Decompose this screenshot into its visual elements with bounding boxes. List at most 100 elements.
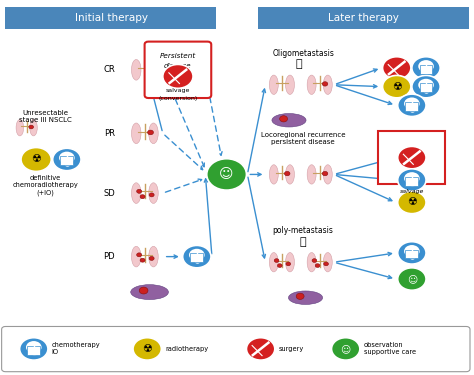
Circle shape xyxy=(398,242,426,264)
Circle shape xyxy=(26,341,42,353)
Circle shape xyxy=(19,338,48,360)
Circle shape xyxy=(133,338,161,360)
Circle shape xyxy=(322,171,328,176)
Text: Unresectable
stage III NSCLC: Unresectable stage III NSCLC xyxy=(19,110,72,123)
Circle shape xyxy=(147,130,154,135)
Text: Oligometastasis: Oligometastasis xyxy=(272,48,334,57)
FancyBboxPatch shape xyxy=(1,327,470,372)
Ellipse shape xyxy=(323,75,332,94)
FancyBboxPatch shape xyxy=(191,253,203,262)
Ellipse shape xyxy=(323,165,332,184)
Circle shape xyxy=(312,259,317,262)
Ellipse shape xyxy=(30,120,37,136)
Text: poly-metastasis: poly-metastasis xyxy=(273,226,334,235)
Circle shape xyxy=(412,75,440,98)
Text: Locoregional recurrence
persistent disease: Locoregional recurrence persistent disea… xyxy=(261,132,346,146)
Text: ☺: ☺ xyxy=(407,274,417,284)
Text: ☺: ☺ xyxy=(219,167,234,182)
Circle shape xyxy=(163,64,193,88)
Ellipse shape xyxy=(131,285,168,300)
Circle shape xyxy=(398,169,426,191)
Ellipse shape xyxy=(131,123,141,144)
FancyBboxPatch shape xyxy=(61,156,73,165)
Text: chemotherapy
IO: chemotherapy IO xyxy=(52,342,100,355)
Circle shape xyxy=(59,152,75,164)
Ellipse shape xyxy=(149,60,158,80)
Text: disease: disease xyxy=(164,63,192,69)
Text: definitive
chemoradiotherapy
(+IO): definitive chemoradiotherapy (+IO) xyxy=(13,176,79,196)
Text: salvage: salvage xyxy=(400,189,424,194)
Circle shape xyxy=(277,264,282,267)
Text: 🍦: 🍦 xyxy=(300,237,307,247)
Text: ☢: ☢ xyxy=(392,82,402,92)
Ellipse shape xyxy=(149,123,158,144)
FancyBboxPatch shape xyxy=(419,83,432,92)
Circle shape xyxy=(398,94,426,117)
Circle shape xyxy=(140,195,145,199)
Ellipse shape xyxy=(149,246,158,267)
Circle shape xyxy=(383,75,411,98)
Text: SD: SD xyxy=(103,189,115,198)
Text: PR: PR xyxy=(104,129,115,138)
FancyBboxPatch shape xyxy=(258,7,469,29)
Ellipse shape xyxy=(269,252,278,272)
Circle shape xyxy=(274,259,279,262)
Circle shape xyxy=(137,253,142,257)
Text: surgery: surgery xyxy=(279,346,304,352)
Ellipse shape xyxy=(269,165,278,184)
Circle shape xyxy=(331,338,360,360)
Circle shape xyxy=(418,79,434,91)
Text: (conversion): (conversion) xyxy=(158,96,198,100)
FancyBboxPatch shape xyxy=(378,131,446,184)
Text: PD: PD xyxy=(104,252,115,261)
Circle shape xyxy=(149,256,154,260)
Circle shape xyxy=(284,171,290,176)
Circle shape xyxy=(322,82,328,86)
Circle shape xyxy=(21,147,51,171)
Circle shape xyxy=(286,262,291,266)
Text: ☢: ☢ xyxy=(31,154,41,165)
Ellipse shape xyxy=(149,183,158,203)
Text: ☺: ☺ xyxy=(341,344,351,354)
Ellipse shape xyxy=(285,75,294,94)
Ellipse shape xyxy=(285,165,294,184)
Circle shape xyxy=(398,146,426,169)
Circle shape xyxy=(189,249,205,261)
Ellipse shape xyxy=(131,60,141,80)
Ellipse shape xyxy=(131,183,141,203)
Text: observation
supportive care: observation supportive care xyxy=(364,342,416,355)
Circle shape xyxy=(140,258,145,262)
FancyBboxPatch shape xyxy=(405,177,418,186)
Circle shape xyxy=(296,293,304,299)
Circle shape xyxy=(404,98,419,110)
Circle shape xyxy=(412,57,440,79)
FancyBboxPatch shape xyxy=(145,42,211,98)
Circle shape xyxy=(149,193,154,197)
Circle shape xyxy=(398,191,426,214)
Ellipse shape xyxy=(307,165,316,184)
Circle shape xyxy=(137,189,142,193)
Ellipse shape xyxy=(269,75,278,94)
Circle shape xyxy=(383,57,411,79)
Text: CR: CR xyxy=(103,65,115,74)
FancyBboxPatch shape xyxy=(405,249,418,258)
Circle shape xyxy=(29,125,34,129)
FancyBboxPatch shape xyxy=(405,102,418,111)
Ellipse shape xyxy=(131,246,141,267)
Circle shape xyxy=(418,60,434,72)
Circle shape xyxy=(139,287,148,294)
Circle shape xyxy=(315,264,320,267)
Ellipse shape xyxy=(307,252,316,272)
Circle shape xyxy=(53,148,81,171)
Ellipse shape xyxy=(16,120,24,136)
Circle shape xyxy=(398,268,426,290)
Ellipse shape xyxy=(285,252,294,272)
Ellipse shape xyxy=(323,252,332,272)
Circle shape xyxy=(182,245,211,268)
FancyBboxPatch shape xyxy=(419,64,432,74)
Text: radiotherapy: radiotherapy xyxy=(165,346,208,352)
Circle shape xyxy=(280,116,288,122)
Text: Later therapy: Later therapy xyxy=(328,13,399,23)
Circle shape xyxy=(324,262,328,266)
Ellipse shape xyxy=(289,291,323,304)
